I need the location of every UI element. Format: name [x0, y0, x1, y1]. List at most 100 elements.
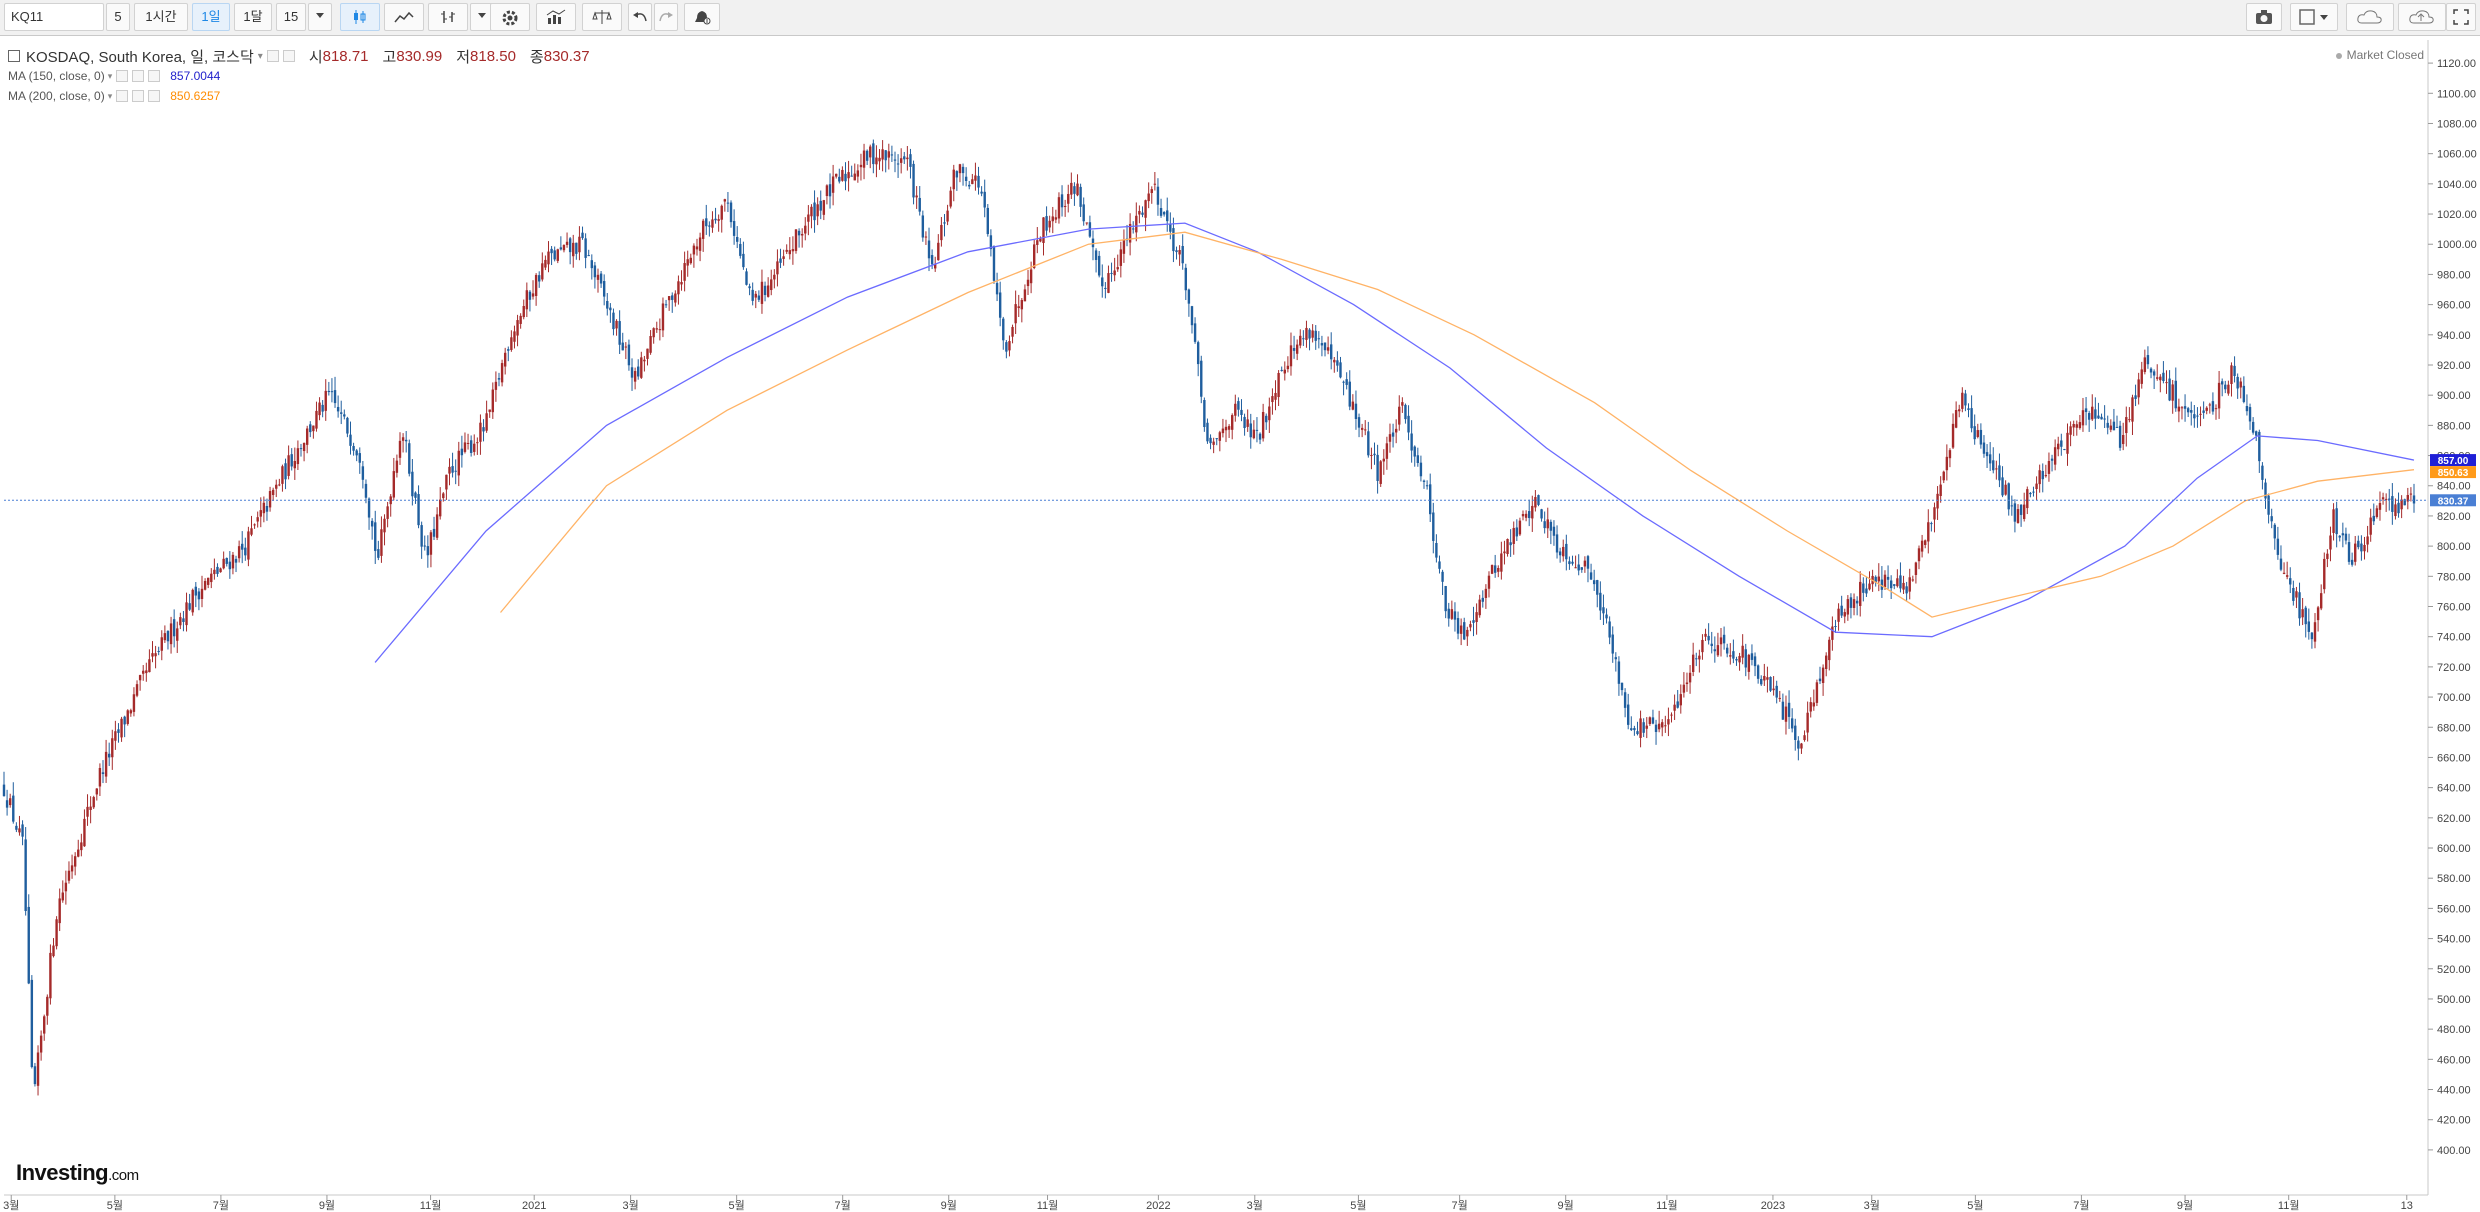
candle-body	[2273, 524, 2276, 539]
alert-button[interactable]	[684, 3, 720, 31]
candle-body	[1224, 426, 1228, 431]
candle-body	[649, 336, 652, 353]
candle-body	[822, 200, 826, 215]
interval-1h-button[interactable]: 1시간	[134, 3, 188, 31]
screenshot-button[interactable]	[2246, 3, 2282, 31]
compare-button[interactable]	[582, 3, 622, 31]
ma150-line	[374, 222, 2415, 663]
close-icon[interactable]	[148, 70, 161, 82]
ma150-label: MA (150, close, 0)	[8, 69, 105, 83]
time-axis-bg	[0, 1196, 2480, 1212]
interval-1d-button[interactable]: 1일	[192, 3, 230, 31]
candle-body	[961, 166, 965, 174]
bar-type-button[interactable]	[428, 3, 468, 31]
candle-body	[2316, 607, 2320, 621]
candle-body	[878, 157, 881, 162]
candle-body	[519, 315, 522, 324]
candle-body	[909, 154, 912, 167]
close-icon[interactable]	[282, 50, 295, 62]
candle-body	[1132, 228, 1135, 230]
indicators-button[interactable]	[536, 3, 576, 31]
y-tick-label: 800.00	[2437, 541, 2471, 553]
candle-body	[2248, 407, 2252, 422]
candle-body	[1144, 200, 1147, 218]
candle-body	[723, 199, 727, 202]
candle-body	[1147, 193, 1150, 202]
candle-body	[488, 409, 491, 412]
interval-1m-button[interactable]: 1달	[234, 3, 272, 31]
chevron-down-icon[interactable]: ▾	[257, 50, 263, 62]
candle-body	[275, 484, 278, 489]
candle-body	[689, 257, 693, 264]
chevron-down-icon[interactable]: ▾	[107, 70, 113, 81]
eye-icon[interactable]	[116, 70, 129, 82]
chevron-down-icon[interactable]: ▾	[107, 90, 113, 101]
candle-body	[1722, 634, 1726, 644]
close-icon[interactable]	[148, 90, 161, 102]
candle-body	[361, 466, 365, 480]
candle-body	[838, 176, 841, 182]
candle-body	[1150, 189, 1153, 194]
collapse-icon[interactable]	[8, 50, 20, 62]
candle-body	[18, 828, 21, 833]
interval-15-button[interactable]: 15	[276, 3, 306, 31]
layout-button[interactable]	[2290, 3, 2338, 31]
candle-body	[1459, 625, 1463, 634]
candle-body	[1280, 369, 1283, 371]
candle-body	[2007, 483, 2010, 510]
candle-body	[819, 200, 822, 211]
candle-body	[1339, 362, 1342, 378]
x-tick-label: 3월	[1864, 1199, 1880, 1212]
candle-body	[1317, 338, 1321, 340]
candle-body	[58, 898, 61, 924]
symbol-input[interactable]: KQ11	[4, 3, 104, 31]
candle-body	[2391, 496, 2394, 512]
candle-body	[986, 207, 989, 235]
candle-body	[2381, 497, 2385, 500]
candle-body	[2363, 544, 2366, 552]
candle-body	[1540, 509, 1543, 519]
y-tick-label: 1000.00	[2437, 239, 2477, 251]
line-chart-button[interactable]	[384, 3, 424, 31]
interval-dropdown-button[interactable]	[308, 3, 332, 31]
candle-body	[1568, 561, 1571, 565]
eye-icon[interactable]	[116, 90, 129, 102]
candle-body	[2041, 470, 2044, 480]
candle-body	[692, 245, 696, 255]
y-tick-label: 400.00	[2437, 1145, 2471, 1157]
candle-body	[1623, 692, 1627, 708]
candle-body	[1896, 578, 1899, 587]
candle-body	[386, 506, 389, 519]
candle-body	[1809, 702, 1812, 712]
redo-button[interactable]	[654, 3, 678, 31]
candle-body	[2388, 498, 2391, 500]
candle-body	[1667, 719, 1670, 725]
candle-body	[596, 274, 600, 280]
candle-body	[1512, 527, 1515, 544]
settings-button[interactable]	[490, 3, 530, 31]
candle-body	[1156, 186, 1160, 205]
candle-body	[1153, 183, 1157, 185]
fullscreen-button[interactable]	[2446, 3, 2476, 31]
cloud-save-button[interactable]	[2346, 3, 2394, 31]
candle-body	[1051, 216, 1054, 222]
candle-body	[1877, 576, 1880, 582]
candle-body	[432, 528, 436, 537]
settings-icon[interactable]	[132, 70, 145, 82]
candle-body	[377, 549, 380, 558]
settings-icon[interactable]	[132, 90, 145, 102]
candle-body	[1865, 588, 1868, 594]
candle-body	[1141, 212, 1144, 215]
candle-body	[2183, 406, 2187, 409]
candle-body	[67, 870, 71, 881]
interval-5-button[interactable]: 5	[106, 3, 130, 31]
candle-body	[2097, 415, 2100, 419]
cloud-load-button[interactable]	[2398, 3, 2446, 31]
undo-button[interactable]	[628, 3, 652, 31]
candle-body	[1447, 608, 1450, 619]
settings-icon[interactable]	[266, 50, 279, 62]
candle-body	[1945, 456, 1949, 471]
candlestick-button[interactable]	[340, 3, 380, 31]
candle-body	[154, 653, 157, 657]
